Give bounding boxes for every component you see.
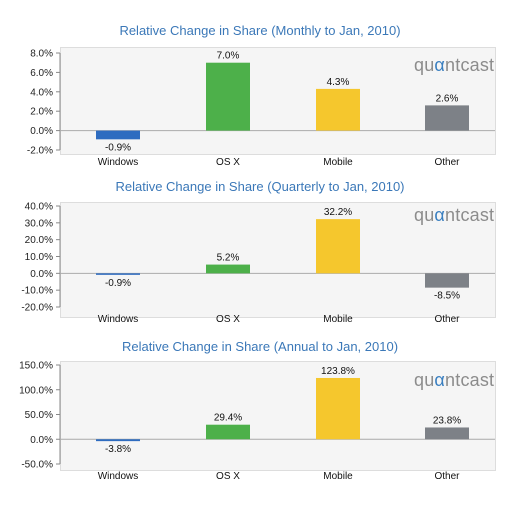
- category-label: Mobile: [323, 157, 353, 168]
- y-tick-label: 4.0%: [30, 87, 53, 98]
- y-tick-label: 10.0%: [25, 252, 53, 263]
- category-label: Mobile: [323, 471, 353, 482]
- category-label: Windows: [98, 157, 139, 168]
- chart-title: Relative Change in Share (Quarterly to J…: [115, 179, 405, 194]
- bar-other: [425, 427, 469, 440]
- data-label: 23.8%: [433, 415, 461, 426]
- y-tick-label: 50.0%: [25, 410, 53, 421]
- bar-windows: [96, 130, 140, 140]
- category-label: Other: [434, 471, 460, 482]
- data-label: -8.5%: [434, 291, 460, 302]
- category-label: Other: [434, 314, 460, 325]
- plot-area: [60, 202, 496, 318]
- y-tick-label: -50.0%: [21, 460, 53, 471]
- bar-mobile: [316, 219, 360, 274]
- data-label: 5.2%: [217, 253, 240, 264]
- y-tick-label: -20.0%: [21, 303, 53, 314]
- y-tick-label: 30.0%: [25, 218, 53, 229]
- y-tick-label: 0.0%: [30, 126, 53, 137]
- bar-other: [425, 273, 469, 288]
- y-tick-label: 8.0%: [30, 49, 53, 60]
- chart-quarterly: Relative Change in Share (Quarterly to J…: [0, 170, 520, 335]
- y-tick-label: -10.0%: [21, 286, 53, 297]
- data-label: -3.8%: [105, 444, 131, 455]
- data-label: 123.8%: [321, 366, 355, 377]
- bar-mobile: [316, 377, 360, 440]
- y-tick-label: 6.0%: [30, 68, 53, 79]
- data-label: 7.0%: [217, 51, 240, 62]
- data-label: -0.9%: [105, 142, 131, 153]
- bar-windows: [96, 439, 140, 442]
- bar-windows: [96, 273, 140, 275]
- chart-marks: -50.0% 0.0% 50.0% 100.0% 150.0% -3.8% Windows 2…: [19, 361, 495, 482]
- bar-mobile: [316, 88, 360, 131]
- y-tick-label: 150.0%: [19, 361, 53, 372]
- y-tick-label: 100.0%: [19, 385, 53, 396]
- category-label: Other: [434, 157, 460, 168]
- y-tick-label: 0.0%: [30, 435, 53, 446]
- plot-area: [60, 361, 496, 471]
- chart-marks: -2.0% 0.0% 2.0% 4.0% 6.0% 8.0% -0.9% Windows 7.0…: [27, 49, 495, 168]
- chart-title: Relative Change in Share (Monthly to Jan…: [119, 23, 401, 38]
- y-tick-label: 2.0%: [30, 107, 53, 118]
- category-label: OS X: [216, 314, 240, 325]
- chart-title: Relative Change in Share (Annual to Jan,…: [121, 339, 399, 354]
- y-tick-label: 0.0%: [30, 269, 53, 280]
- bar-os-x: [206, 264, 250, 274]
- data-label: -0.9%: [105, 278, 131, 289]
- quantcast-logo: quαntcast: [414, 55, 495, 75]
- category-label: OS X: [216, 471, 240, 482]
- quantcast-logo: quαntcast: [414, 370, 495, 390]
- bar-os-x: [206, 62, 250, 131]
- bar-os-x: [206, 424, 250, 440]
- y-tick-label: 20.0%: [25, 235, 53, 246]
- data-label: 2.6%: [436, 93, 459, 104]
- data-label: 32.2%: [324, 207, 352, 218]
- data-label: 4.3%: [327, 77, 350, 88]
- chart-annual: Relative Change in Share (Annual to Jan,…: [0, 335, 520, 508]
- category-label: Windows: [98, 471, 139, 482]
- data-label: 29.4%: [214, 413, 242, 424]
- chart-marks: -20.0% -10.0% 0.0% 10.0% 20.0% 30.0% 40.0% -0.9…: [21, 202, 495, 325]
- y-tick-label: 40.0%: [25, 202, 53, 213]
- category-label: Windows: [98, 314, 139, 325]
- chart-monthly: Relative Change in Share (Monthly to Jan…: [0, 0, 520, 170]
- bar-other: [425, 105, 469, 131]
- category-label: OS X: [216, 157, 240, 168]
- quantcast-logo: quαntcast: [414, 205, 495, 225]
- category-label: Mobile: [323, 314, 353, 325]
- y-tick-label: -2.0%: [27, 146, 53, 157]
